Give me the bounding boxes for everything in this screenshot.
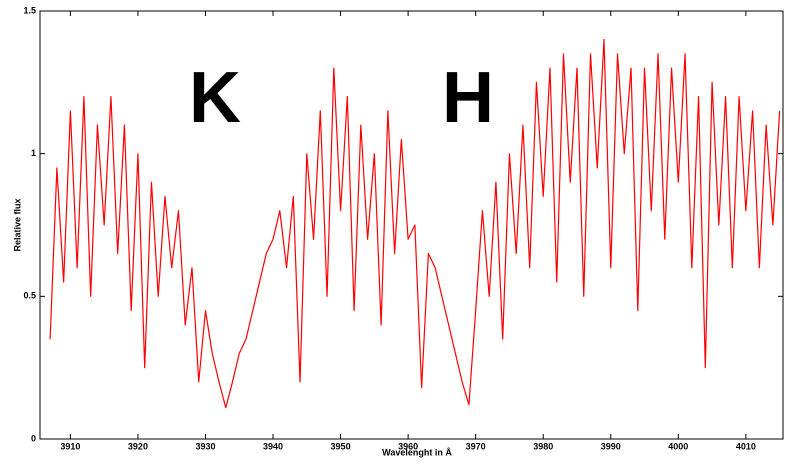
annotation: K [189,58,241,138]
annotation: H [442,58,494,138]
x-tick-label: 4010 [736,441,756,451]
spectrum-line [49,38,781,409]
x-tick-label: 3980 [533,441,553,451]
y-tick-label: 0.5 [23,291,36,301]
y-axis-label: Relative flux [12,198,22,251]
x-tick-label: 3920 [128,441,148,451]
plot-frame [39,10,784,440]
x-tick-label: 3940 [263,441,283,451]
x-axis-label: Wavelenght in Å [382,447,452,457]
y-tick-label: 0 [31,433,36,443]
x-tick-label: 3950 [331,441,351,451]
x-tick-label: 3930 [195,441,215,451]
x-tick-label: 3970 [466,441,486,451]
x-tick-label: 3910 [60,441,80,451]
y-tick-label: 1 [31,148,36,158]
x-tick-label: 3960 [398,441,418,451]
x-tick-label: 4000 [668,441,688,451]
x-tick-label: 3990 [601,441,621,451]
y-tick-label: 1.5 [23,5,36,15]
